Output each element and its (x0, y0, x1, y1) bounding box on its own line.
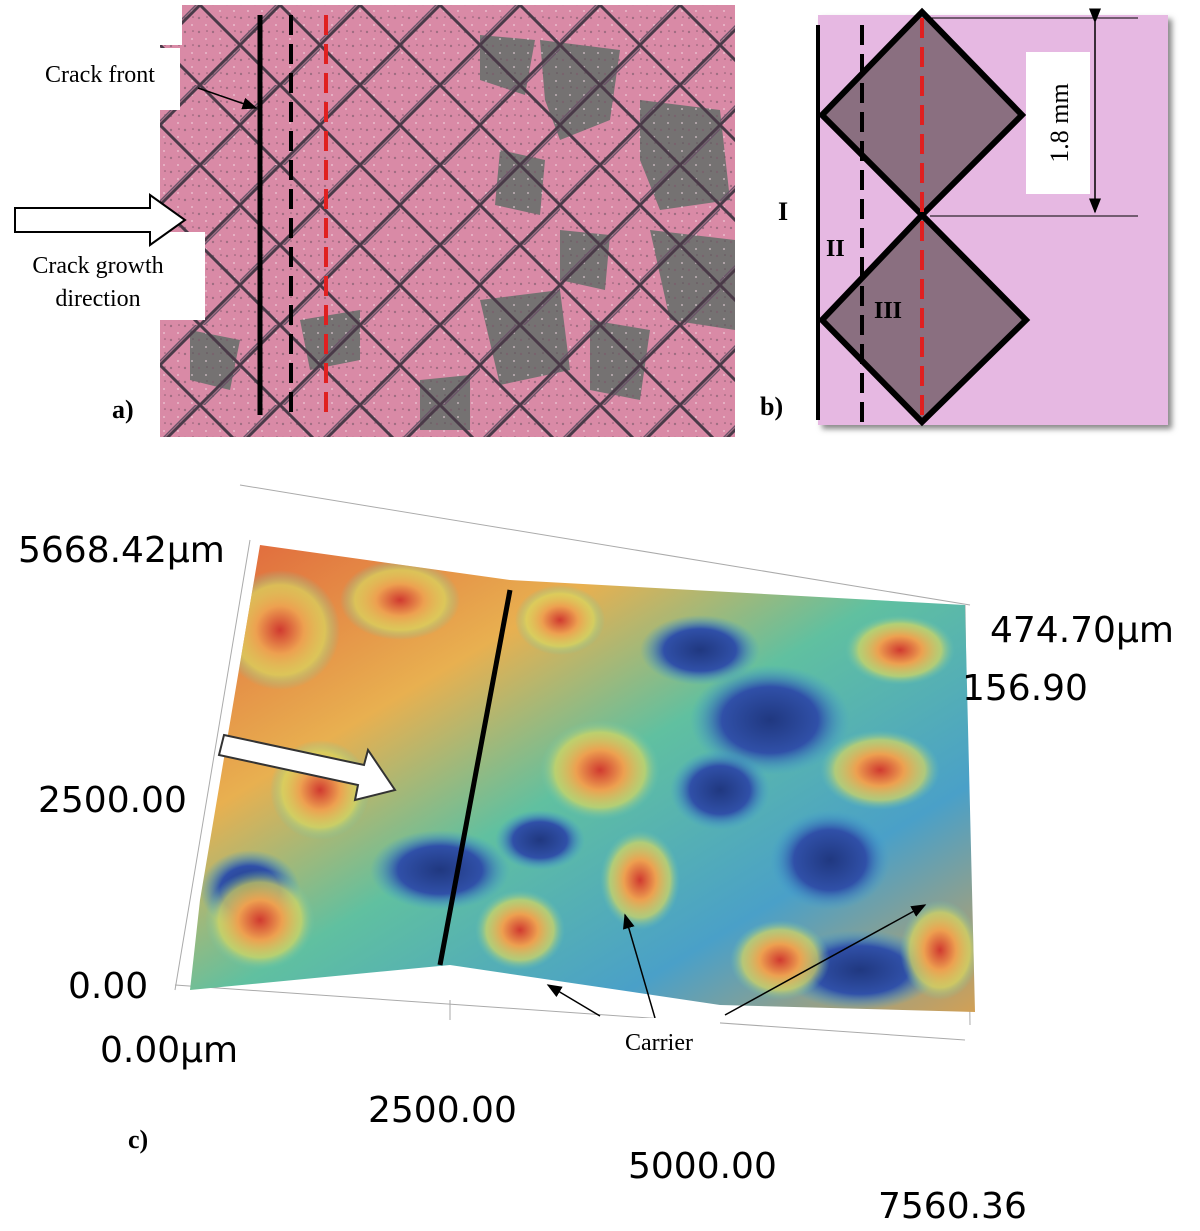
axis-label: 2500.00 (38, 780, 187, 821)
panel-label: c) (128, 1125, 148, 1154)
annotation: Crack growth (32, 253, 163, 279)
axis-label: 156.90 (962, 668, 1088, 709)
axis-label: 474.70µm (990, 610, 1174, 651)
surface (180, 540, 980, 1020)
panel-c: Carrier 5668.42µm 2500.00 0.00 0.00µm 25… (18, 485, 1174, 1227)
axis-label: 0.00µm (100, 1030, 238, 1071)
figure: Crack front Crack growth direction a) 1.… (0, 0, 1200, 1231)
zone-label: II (826, 236, 845, 262)
axis-label: 5668.42µm (18, 530, 225, 571)
panel-label: b) (760, 392, 783, 421)
axis-label: 0.00 (68, 966, 148, 1007)
axis-label: 5000.00 (628, 1146, 777, 1187)
callout: Carrier (625, 1030, 693, 1056)
zone-label: III (874, 298, 902, 324)
axis-label: 2500.00 (368, 1090, 517, 1131)
annotation: Crack front (45, 62, 155, 88)
panel-label: a) (112, 395, 134, 424)
axis-label: 7560.36 (878, 1186, 1027, 1227)
panel-a: Crack front Crack growth direction a) (5, 5, 735, 437)
panel-b: 1.8 mm I II III b) (760, 12, 1168, 425)
annotation: direction (55, 286, 140, 312)
zone-label: I (778, 197, 788, 226)
dimension-label: 1.8 mm (1045, 83, 1074, 162)
